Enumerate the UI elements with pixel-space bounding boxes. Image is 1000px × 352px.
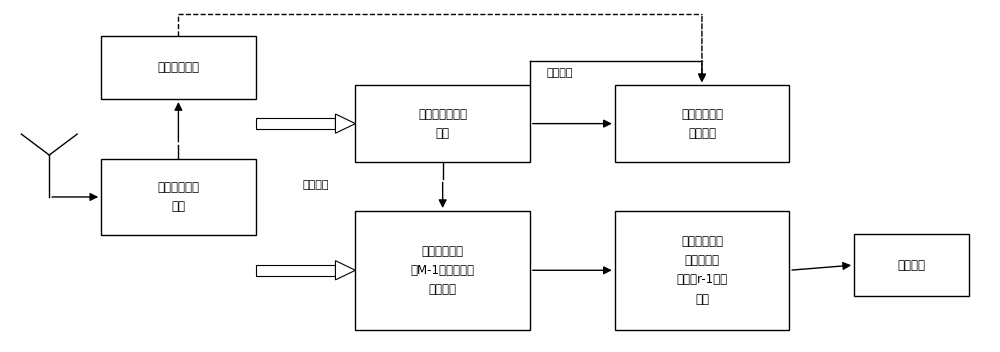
FancyBboxPatch shape: [101, 158, 256, 235]
Text: （M-1）个相关器: （M-1）个相关器: [411, 264, 475, 277]
Bar: [256, 118, 335, 129]
Text: 输出模块: 输出模块: [429, 283, 457, 296]
FancyBboxPatch shape: [615, 85, 789, 162]
Text: 恢复数据: 恢复数据: [897, 259, 925, 271]
Text: 输出: 输出: [436, 127, 450, 140]
Text: 调整模块: 调整模块: [688, 127, 716, 140]
FancyBboxPatch shape: [355, 211, 530, 330]
FancyBboxPatch shape: [101, 36, 256, 99]
Text: 大于门限: 大于门限: [302, 180, 329, 190]
Polygon shape: [335, 114, 355, 133]
FancyBboxPatch shape: [615, 211, 789, 330]
Text: 小于门限: 小于门限: [547, 68, 573, 78]
Text: 逆映射模块: 逆映射模块: [684, 254, 719, 267]
FancyBboxPatch shape: [355, 85, 530, 162]
FancyBboxPatch shape: [854, 234, 969, 296]
Text: 并行组合扩频: 并行组合扩频: [681, 235, 723, 248]
Text: 训练序列同步: 训练序列同步: [157, 181, 199, 194]
Polygon shape: [335, 261, 355, 280]
Text: 训练序列相位: 训练序列相位: [681, 107, 723, 120]
Text: 模块: 模块: [171, 200, 185, 213]
Text: （选出r-1最大: （选出r-1最大: [676, 274, 728, 287]
Text: 训练序列相关器: 训练序列相关器: [418, 107, 467, 120]
Text: 值）: 值）: [695, 293, 709, 306]
Text: 并行组合扩频: 并行组合扩频: [422, 245, 464, 258]
Bar: [256, 265, 335, 276]
Text: 本地载波模块: 本地载波模块: [157, 61, 199, 74]
